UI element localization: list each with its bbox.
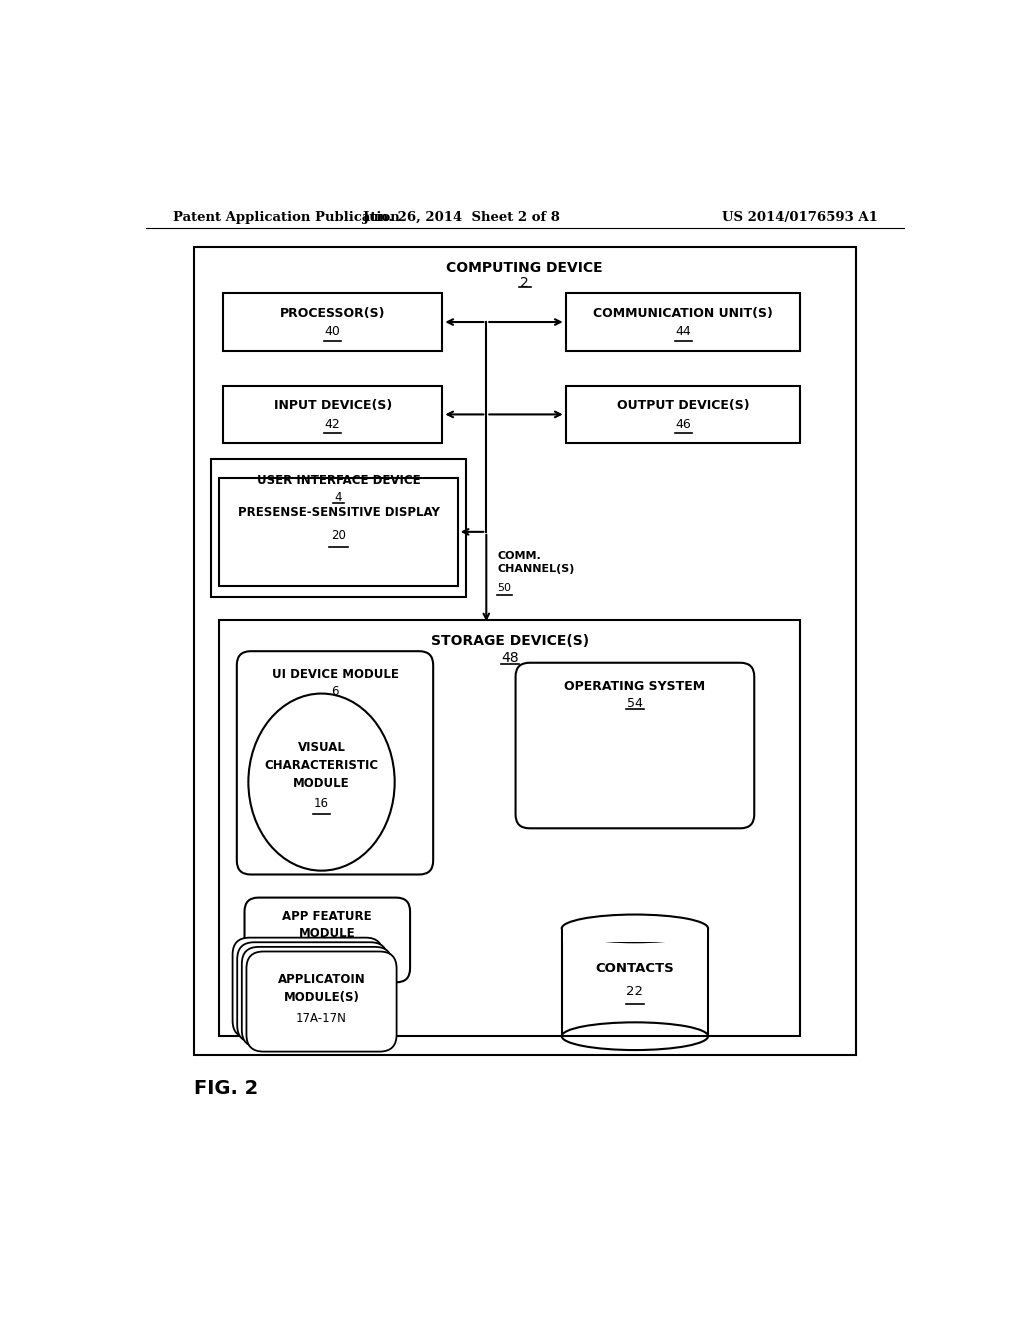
Text: CONTACTS: CONTACTS: [596, 962, 674, 975]
Text: 22: 22: [627, 985, 643, 998]
Bar: [565, 385, 801, 444]
FancyBboxPatch shape: [247, 952, 396, 1052]
Text: 42: 42: [325, 417, 341, 430]
Text: 6: 6: [331, 685, 339, 698]
FancyBboxPatch shape: [238, 942, 387, 1043]
Bar: [223, 293, 442, 351]
Ellipse shape: [249, 693, 394, 871]
Bar: [219, 620, 801, 1036]
Text: MODULE: MODULE: [293, 777, 350, 791]
Text: 50: 50: [497, 583, 511, 594]
Text: 17A-17N: 17A-17N: [296, 1012, 347, 1026]
FancyBboxPatch shape: [515, 663, 755, 829]
FancyBboxPatch shape: [232, 937, 383, 1038]
Text: COMPUTING DEVICE: COMPUTING DEVICE: [446, 261, 603, 275]
FancyBboxPatch shape: [245, 898, 410, 982]
Text: USER INTERFACE DEVICE: USER INTERFACE DEVICE: [257, 474, 420, 487]
Text: MODULE: MODULE: [299, 927, 355, 940]
Text: Patent Application Publication: Patent Application Publication: [173, 211, 399, 224]
FancyBboxPatch shape: [237, 651, 433, 874]
Text: STORAGE DEVICE(S): STORAGE DEVICE(S): [431, 635, 589, 648]
Text: UI DEVICE MODULE: UI DEVICE MODULE: [271, 668, 398, 681]
Text: 44: 44: [675, 325, 691, 338]
Text: Jun. 26, 2014  Sheet 2 of 8: Jun. 26, 2014 Sheet 2 of 8: [364, 211, 560, 224]
Text: FIG. 2: FIG. 2: [194, 1078, 258, 1097]
Text: INPUT DEVICE(S): INPUT DEVICE(S): [273, 399, 392, 412]
Text: 4: 4: [335, 491, 342, 504]
Text: 46: 46: [675, 417, 691, 430]
Text: COMMUNICATION UNIT(S): COMMUNICATION UNIT(S): [593, 306, 773, 319]
Text: APPLICATOIN: APPLICATOIN: [278, 973, 366, 986]
Text: 2: 2: [520, 276, 529, 290]
Text: OPERATING SYSTEM: OPERATING SYSTEM: [564, 680, 706, 693]
Text: US 2014/0176593 A1: US 2014/0176593 A1: [722, 211, 878, 224]
Ellipse shape: [562, 1022, 708, 1051]
Bar: [223, 385, 442, 444]
Bar: [563, 928, 707, 942]
Text: VISUAL: VISUAL: [298, 741, 345, 754]
Text: PROCESSOR(S): PROCESSOR(S): [280, 306, 385, 319]
Text: COMM.
CHANNEL(S): COMM. CHANNEL(S): [497, 552, 574, 573]
Bar: [562, 928, 708, 1036]
Bar: [211, 459, 466, 597]
Text: PRESENSE-SENSITIVE DISPLAY: PRESENSE-SENSITIVE DISPLAY: [238, 506, 439, 519]
Text: 8: 8: [324, 946, 331, 960]
FancyBboxPatch shape: [242, 946, 392, 1047]
Text: 20: 20: [331, 529, 346, 543]
Ellipse shape: [562, 915, 708, 942]
Bar: [194, 247, 856, 1056]
Text: 48: 48: [501, 651, 518, 665]
Text: 40: 40: [325, 325, 341, 338]
Text: CHARACTERISTIC: CHARACTERISTIC: [264, 759, 379, 772]
Bar: [219, 478, 458, 586]
Bar: [565, 293, 801, 351]
Text: APP FEATURE: APP FEATURE: [283, 911, 372, 924]
Text: 54: 54: [627, 697, 643, 710]
Text: OUTPUT DEVICE(S): OUTPUT DEVICE(S): [616, 399, 750, 412]
Text: MODULE(S): MODULE(S): [284, 991, 359, 1005]
Text: 16: 16: [314, 797, 329, 810]
